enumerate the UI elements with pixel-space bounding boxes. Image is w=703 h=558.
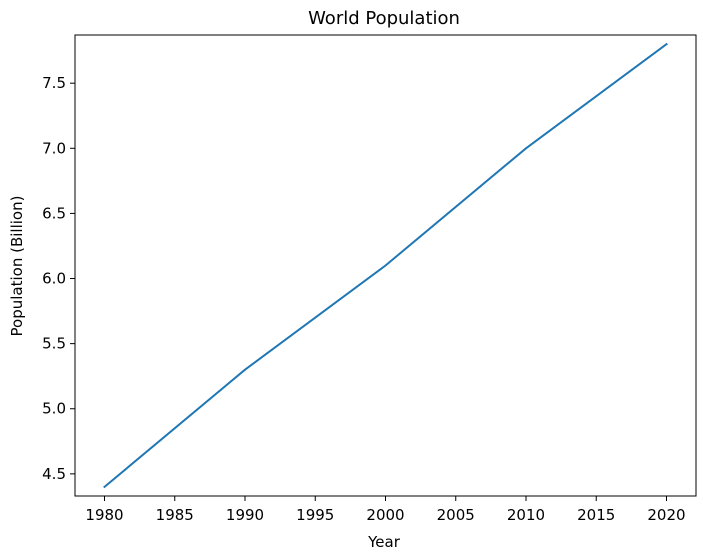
y-tick-label: 4.5: [42, 465, 66, 483]
x-axis-label: Year: [367, 533, 401, 551]
x-tick-label: 2010: [507, 506, 545, 524]
x-tick-label: 1990: [226, 506, 264, 524]
x-tick-label: 1995: [296, 506, 334, 524]
y-tick-label: 6.0: [42, 270, 66, 288]
x-tick-label: 2000: [366, 506, 404, 524]
y-tick-label: 5.0: [42, 400, 66, 418]
x-axis: 1980 1985 1990 1995 2000 2005 2010 2015 2020: [85, 496, 686, 524]
x-tick-label: 2020: [647, 506, 685, 524]
series-group: [103, 42, 668, 489]
y-tick-label: 7.0: [42, 139, 66, 157]
y-tick-label: 6.5: [42, 204, 66, 222]
x-tick-label: 1985: [156, 506, 194, 524]
x-tick-label: 2005: [437, 506, 475, 524]
series-line-1: [103, 42, 668, 489]
x-tick-label: 2015: [577, 506, 615, 524]
chart-title: World Population: [308, 8, 460, 29]
y-tick-label: 5.5: [42, 335, 66, 353]
y-axis-label: Population (Billion): [8, 196, 26, 337]
x-tick-label: 1980: [85, 506, 123, 524]
y-axis: 4.5 5.0 5.5 6.0 6.5 7.0 7.5: [42, 74, 75, 483]
y-tick-label: 7.5: [42, 74, 66, 92]
